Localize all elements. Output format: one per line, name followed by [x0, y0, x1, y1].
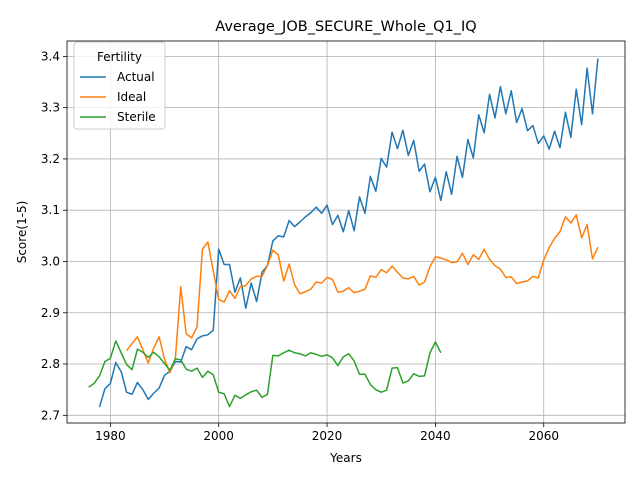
y-tick-label: 3.0 — [41, 254, 60, 268]
grid — [67, 41, 625, 423]
legend-label-actual: Actual — [117, 70, 155, 84]
legend-frame — [73, 41, 166, 130]
series-line-actual — [98, 58, 599, 408]
legend-label-ideal: Ideal — [117, 90, 146, 104]
chart-title: Average_JOB_SECURE_Whole_Q1_IQ — [215, 19, 476, 35]
legend-items: Actual Ideal Sterile — [80, 70, 156, 124]
x-tick-label: 2040 — [420, 429, 451, 443]
y-tick-label: 3.1 — [41, 203, 60, 217]
y-tick-label: 3.3 — [41, 101, 60, 115]
y-tick-label: 2.9 — [41, 306, 60, 320]
legend: Fertility Actual Ideal Sterile — [73, 41, 166, 130]
x-tick-label: 1980 — [95, 429, 126, 443]
plot-frame — [66, 40, 626, 424]
series-lines — [88, 58, 599, 408]
x-tick-label: 2000 — [203, 429, 234, 443]
x-axis-label: Years — [329, 451, 362, 465]
y-tick-label: 2.8 — [41, 357, 60, 371]
series-line-sterile — [88, 340, 442, 408]
axes: 1980 2000 2020 2040 2060 2.7 2.8 2.9 3.0 3.1 3.2 3.… — [41, 40, 626, 443]
legend-label-sterile: Sterile — [117, 110, 156, 124]
legend-title: Fertility — [97, 50, 142, 64]
y-tick-label: 3.2 — [41, 152, 60, 166]
y-axis-label: Score(1-5) — [15, 201, 29, 264]
x-tick-label: 2060 — [528, 429, 559, 443]
x-tick-label: 2020 — [312, 429, 343, 443]
series-line-ideal — [125, 214, 599, 374]
y-tick-label: 3.4 — [41, 49, 60, 63]
y-tick-label: 2.7 — [41, 408, 60, 422]
